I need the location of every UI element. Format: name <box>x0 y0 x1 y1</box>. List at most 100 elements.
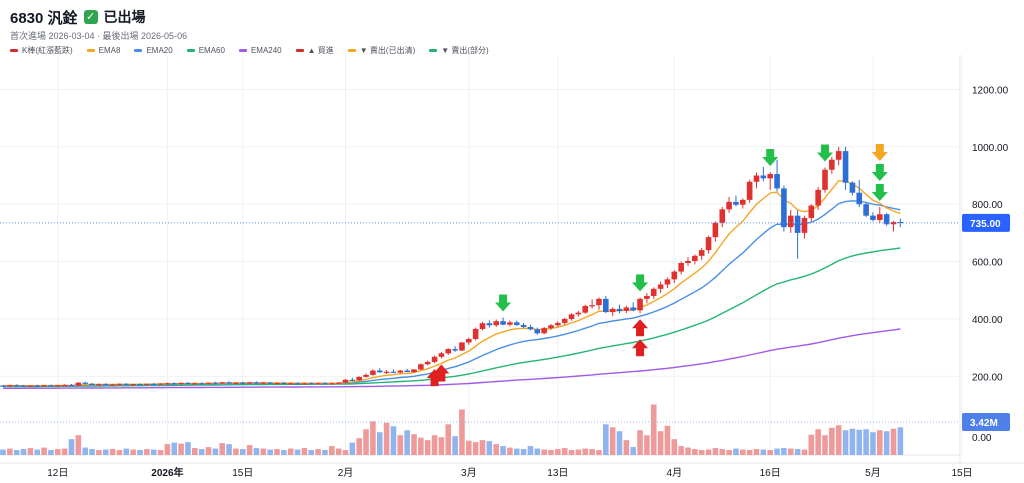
volume-bar <box>657 431 664 455</box>
candle-body <box>657 284 664 289</box>
volume-bar <box>445 424 452 455</box>
volume-bar <box>561 448 568 455</box>
volume-bar <box>513 448 520 455</box>
volume-bar <box>267 449 273 455</box>
candle-body <box>787 215 794 228</box>
candle-body <box>424 361 431 365</box>
candle-body <box>452 349 458 351</box>
legend-item[interactable]: K棒(紅漲藍跌) <box>10 45 73 56</box>
volume-bar <box>438 437 445 455</box>
candle-body <box>192 383 198 385</box>
candle-body <box>329 383 335 385</box>
legend-item[interactable]: ▼ 賣出(部分) <box>429 45 489 56</box>
volume-bar <box>787 448 794 455</box>
candle-body <box>466 339 472 343</box>
volume-bar <box>774 448 780 455</box>
time-tick-label: 2026年 <box>151 466 183 479</box>
volume-bar <box>808 434 815 455</box>
legend-item[interactable]: ▲ 買進 <box>295 45 334 56</box>
candle-body <box>294 383 301 385</box>
time-tick-label: 15日 <box>951 468 972 479</box>
volume-bar <box>349 442 356 455</box>
sell-partial-marker-icon <box>632 274 649 292</box>
candle-body <box>589 305 595 307</box>
candle-body <box>808 205 815 218</box>
candle-body <box>712 222 719 238</box>
volume-bar <box>150 449 157 455</box>
legend-label: ▲ 買進 <box>307 46 334 55</box>
volume-bar <box>712 448 719 455</box>
ema240-line <box>3 328 901 389</box>
sell-partial-marker-icon <box>871 164 888 182</box>
legend-label: ▼ 賣出(部分) <box>441 46 489 55</box>
candle-body <box>370 370 376 375</box>
candle-body <box>548 325 554 329</box>
candle-body <box>644 295 650 299</box>
candle-body <box>301 383 308 385</box>
candle-body <box>27 385 34 387</box>
candle-body <box>376 370 383 373</box>
candle-body <box>856 192 863 205</box>
legend-item[interactable]: EMA60 <box>186 45 225 56</box>
volume-bar <box>192 448 198 455</box>
volume-bar <box>116 450 123 455</box>
volume-bar <box>733 448 739 455</box>
candle-body <box>48 385 54 387</box>
legend-item[interactable]: EMA20 <box>134 45 173 56</box>
candle-body <box>185 382 191 385</box>
volume-bar <box>233 448 239 455</box>
volume-bar <box>356 438 362 455</box>
legend-swatch <box>10 49 18 52</box>
volume-bar <box>870 432 876 455</box>
volume-bar <box>431 435 438 455</box>
candle-body <box>13 385 20 387</box>
candle-body <box>322 383 328 385</box>
volume-bar <box>61 448 68 455</box>
chart-header: 6830 汎銓 ✓ 已出場 首次進場 2026-03-04 · 最後出場 202… <box>10 6 1014 56</box>
legend-item[interactable]: EMA8 <box>86 45 121 56</box>
buy-marker-icon <box>632 319 649 337</box>
candle-body <box>582 306 589 313</box>
volume-bar <box>637 430 643 455</box>
legend-swatch <box>86 49 95 52</box>
price-tick-label: 600.00 <box>972 258 1003 269</box>
volume-bar <box>397 435 404 455</box>
volume-bar <box>781 448 787 455</box>
candle-body <box>308 383 315 385</box>
volume-bar <box>459 409 465 455</box>
last-price-badge <box>962 213 1010 232</box>
price-tick-label: 1000.00 <box>972 143 1009 154</box>
candle-body <box>226 382 232 384</box>
volume-bar <box>472 442 479 455</box>
candle-body <box>870 215 876 220</box>
price-tick-label: 1200.00 <box>972 85 1009 96</box>
candle-body <box>82 382 88 384</box>
volume-bar <box>623 440 630 455</box>
volume-bar <box>212 448 219 455</box>
legend-label: EMA8 <box>98 46 121 55</box>
candle-body <box>55 385 61 387</box>
candle-body <box>650 288 657 296</box>
legend-item[interactable]: ▼ 賣出(已出清) <box>347 45 415 56</box>
candle-body <box>890 221 897 225</box>
candle-body <box>123 383 130 385</box>
volume-bar <box>260 448 267 455</box>
volume-bar <box>239 449 246 455</box>
candle-body <box>246 382 253 384</box>
legend-label: K棒(紅漲藍跌) <box>22 46 73 55</box>
volume-bar <box>486 441 493 455</box>
volume-bar <box>13 450 20 455</box>
volume-bar <box>603 424 609 455</box>
legend-swatch <box>295 49 304 52</box>
volume-bar <box>883 431 890 455</box>
volume-bar <box>157 450 164 455</box>
candle-body <box>829 159 835 170</box>
volume-bar <box>575 449 582 455</box>
candle-body <box>411 369 417 373</box>
time-tick-label: 12日 <box>47 468 68 479</box>
volume-bar <box>719 449 726 455</box>
legend-swatch <box>429 49 438 52</box>
legend-item[interactable]: EMA240 <box>238 45 282 56</box>
legend-label: EMA240 <box>250 46 282 55</box>
